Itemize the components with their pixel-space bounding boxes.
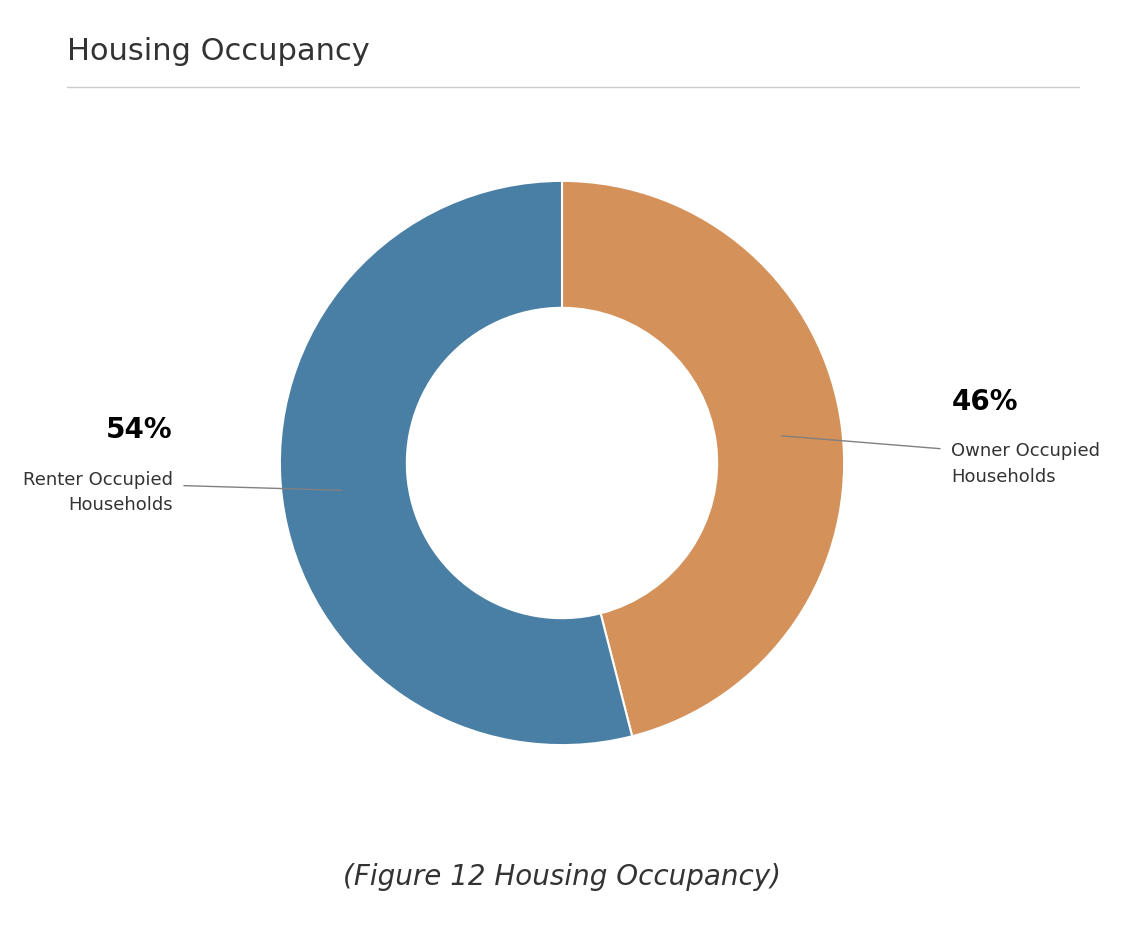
Text: (Figure 12 Housing Occupancy): (Figure 12 Housing Occupancy) (343, 862, 781, 890)
Text: 54%: 54% (106, 415, 173, 444)
Text: Renter Occupied
Households: Renter Occupied Households (22, 470, 173, 514)
Wedge shape (280, 182, 632, 745)
Text: 46%: 46% (951, 387, 1018, 415)
Text: Owner Occupied
Households: Owner Occupied Households (951, 442, 1100, 485)
Wedge shape (562, 182, 844, 736)
Text: Housing Occupancy: Housing Occupancy (67, 37, 370, 66)
